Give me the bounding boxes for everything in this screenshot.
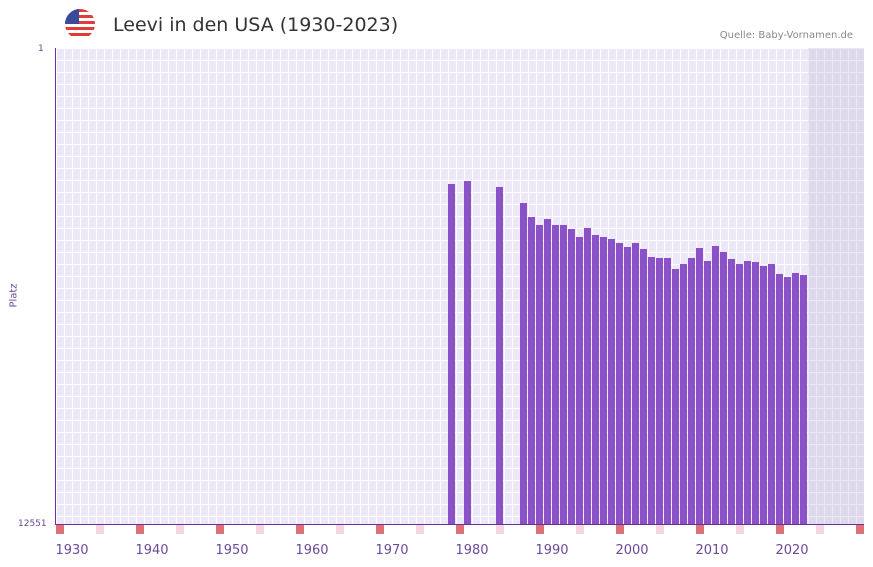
- bar: [552, 225, 559, 524]
- bar: [528, 216, 535, 524]
- decade-marker: [536, 525, 544, 534]
- x-tick-label: 1950: [215, 543, 249, 558]
- bar: [768, 264, 775, 524]
- decade-marker: [376, 525, 384, 534]
- bar: [672, 269, 679, 524]
- bar: [608, 239, 615, 524]
- x-tick-label: 2010: [695, 543, 729, 558]
- x-tick-label: 1980: [455, 543, 489, 558]
- decade-marker: [256, 525, 264, 534]
- bar: [784, 276, 791, 524]
- bar: [616, 242, 623, 524]
- decade-marker: [336, 525, 344, 534]
- bar: [592, 234, 599, 524]
- bar: [760, 265, 767, 524]
- bar: [568, 228, 575, 524]
- bar: [496, 186, 503, 524]
- bar: [584, 227, 591, 524]
- decade-marker: [856, 525, 864, 534]
- bar: [640, 248, 647, 524]
- decade-marker: [416, 525, 424, 534]
- bar: [792, 272, 799, 524]
- bar: [688, 257, 695, 524]
- x-tick-label: 1930: [55, 543, 89, 558]
- bar: [704, 261, 711, 524]
- bar: [720, 252, 727, 524]
- y-tick-bottom: 12551: [18, 519, 47, 529]
- decade-marker: [656, 525, 664, 534]
- bar: [744, 261, 751, 524]
- bar: [800, 275, 807, 524]
- bar: [536, 225, 543, 524]
- x-tick-label: 2000: [615, 543, 649, 558]
- x-tick-label: 1970: [375, 543, 409, 558]
- bar: [776, 273, 783, 524]
- bar: [680, 264, 687, 524]
- bar: [728, 258, 735, 524]
- decade-marker: [296, 525, 304, 534]
- decade-marker: [776, 525, 784, 534]
- decade-marker: [136, 525, 144, 534]
- x-tick-label: 2020: [775, 543, 809, 558]
- bar: [656, 257, 663, 524]
- decade-marker: [96, 525, 104, 534]
- y-axis-label: Platz: [8, 283, 20, 308]
- y-tick-top: 1: [38, 44, 44, 54]
- bar: [600, 236, 607, 524]
- us-flag-icon: [65, 9, 95, 39]
- chart-title: Leevi in den USA (1930-2023): [113, 14, 399, 36]
- decade-marker: [56, 525, 64, 534]
- bar: [696, 247, 703, 524]
- bar: [544, 218, 551, 524]
- x-tick-label: 1960: [295, 543, 329, 558]
- x-axis: [55, 524, 864, 525]
- x-tick-label: 1940: [135, 543, 169, 558]
- decade-marker: [176, 525, 184, 534]
- bar: [448, 183, 455, 524]
- decade-marker: [576, 525, 584, 534]
- decade-marker: [736, 525, 744, 534]
- decade-marker: [216, 525, 224, 534]
- bar: [576, 236, 583, 524]
- bar: [664, 258, 671, 524]
- bar: [560, 224, 567, 524]
- decade-marker: [456, 525, 464, 534]
- decade-marker: [616, 525, 624, 534]
- y-axis: [55, 48, 56, 525]
- future-shade: [808, 48, 864, 524]
- bar: [624, 247, 631, 524]
- bar: [752, 261, 759, 524]
- bar: [464, 180, 471, 524]
- bar: [736, 264, 743, 524]
- decade-marker: [496, 525, 504, 534]
- bar: [632, 242, 639, 524]
- x-tick-label: 1990: [535, 543, 569, 558]
- bar: [520, 203, 527, 524]
- decade-marker: [696, 525, 704, 534]
- decade-marker: [816, 525, 824, 534]
- bar: [648, 256, 655, 524]
- bar: [712, 245, 719, 524]
- source-label: Quelle: Baby-Vornamen.de: [719, 30, 853, 41]
